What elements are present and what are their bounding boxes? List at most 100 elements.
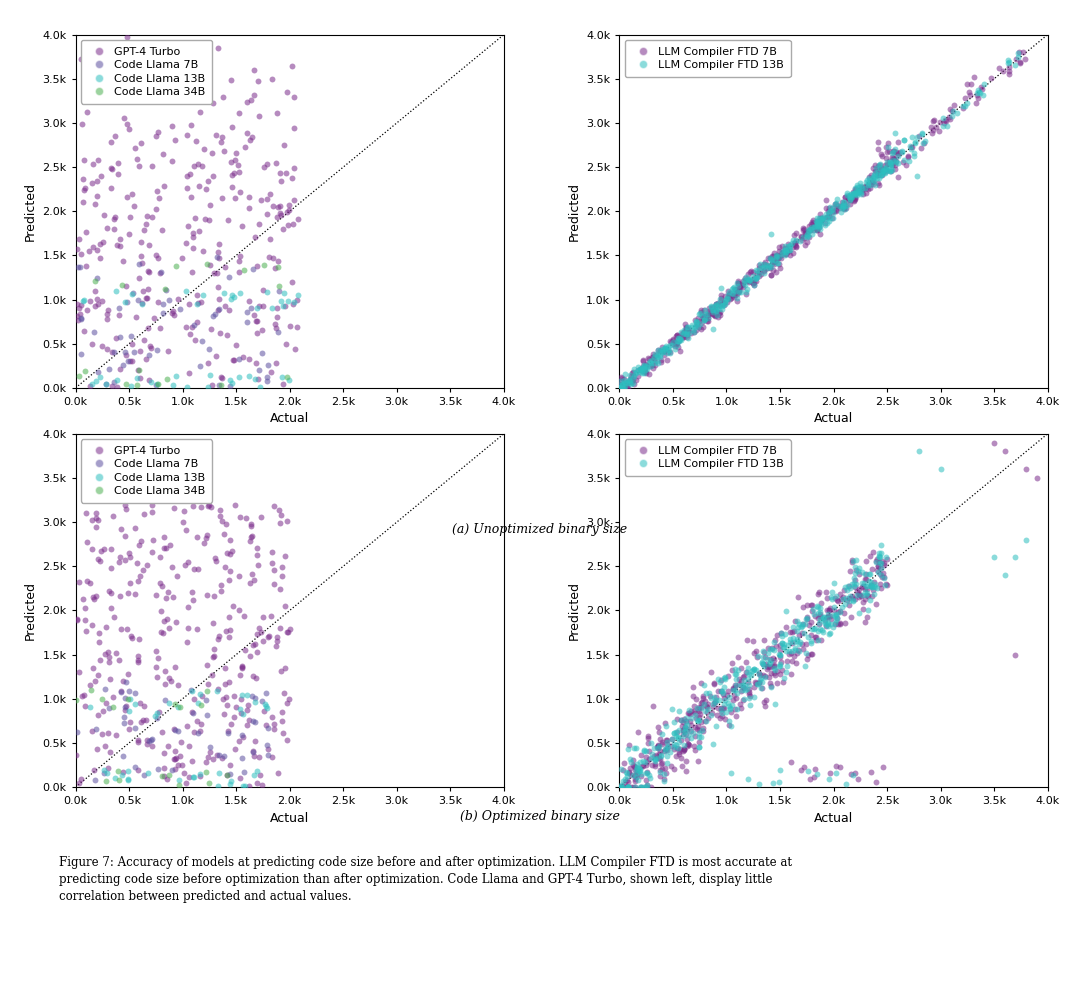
Point bbox=[678, 330, 696, 346]
Point bbox=[690, 729, 707, 744]
Point bbox=[785, 240, 802, 255]
Point bbox=[242, 92, 259, 108]
Point bbox=[902, 139, 919, 154]
Point bbox=[811, 216, 828, 232]
Point bbox=[910, 444, 928, 459]
Point bbox=[738, 664, 755, 680]
Point bbox=[839, 192, 856, 208]
Point bbox=[623, 365, 640, 381]
Point bbox=[279, 624, 296, 640]
Point bbox=[85, 325, 103, 341]
Point bbox=[109, 166, 126, 182]
Point bbox=[794, 637, 811, 652]
Point bbox=[199, 256, 216, 272]
Point bbox=[274, 376, 292, 392]
Point bbox=[669, 338, 686, 353]
Point bbox=[135, 698, 152, 714]
Point bbox=[631, 363, 648, 379]
Point bbox=[783, 643, 800, 658]
Point bbox=[804, 215, 821, 231]
Point bbox=[285, 294, 302, 310]
Point bbox=[257, 685, 274, 701]
Point bbox=[140, 264, 158, 280]
Point bbox=[827, 607, 845, 623]
Point bbox=[87, 373, 105, 389]
Point bbox=[84, 376, 102, 392]
Point bbox=[270, 278, 287, 294]
Point bbox=[747, 662, 765, 678]
Point bbox=[185, 769, 202, 785]
Point bbox=[117, 690, 134, 706]
Point bbox=[827, 606, 845, 622]
Point bbox=[821, 608, 838, 624]
Point bbox=[669, 711, 686, 727]
Point bbox=[861, 177, 878, 193]
Point bbox=[121, 691, 138, 707]
Point bbox=[737, 271, 754, 287]
Point bbox=[693, 722, 711, 738]
Point bbox=[764, 248, 781, 263]
Point bbox=[646, 741, 663, 756]
Point bbox=[704, 697, 721, 713]
Point bbox=[677, 319, 694, 335]
Point bbox=[910, 128, 928, 144]
Point bbox=[691, 725, 708, 741]
Point bbox=[875, 759, 892, 775]
Point bbox=[637, 358, 654, 374]
Point bbox=[700, 305, 717, 321]
Point bbox=[849, 183, 866, 199]
Point bbox=[68, 612, 85, 628]
Point bbox=[98, 307, 116, 323]
Point bbox=[771, 762, 788, 778]
Point bbox=[661, 345, 678, 360]
Point bbox=[811, 611, 828, 627]
Point bbox=[990, 59, 1008, 75]
Point bbox=[900, 148, 917, 164]
Point bbox=[852, 184, 869, 200]
Point bbox=[872, 560, 889, 576]
Point bbox=[863, 577, 880, 593]
Point bbox=[845, 578, 862, 594]
Point bbox=[714, 685, 731, 701]
Point bbox=[97, 376, 114, 392]
Point bbox=[880, 139, 897, 154]
Point bbox=[785, 631, 802, 646]
Point bbox=[248, 762, 266, 778]
Point bbox=[651, 349, 669, 365]
Point bbox=[766, 652, 783, 668]
Point bbox=[159, 84, 176, 100]
Point bbox=[171, 699, 188, 715]
Point bbox=[78, 573, 95, 589]
Point bbox=[694, 309, 712, 325]
Point bbox=[78, 224, 95, 240]
Point bbox=[818, 210, 835, 226]
Point bbox=[659, 734, 676, 749]
Point bbox=[692, 675, 710, 691]
Point bbox=[96, 765, 113, 781]
Point bbox=[833, 205, 850, 221]
Point bbox=[862, 577, 879, 593]
Point bbox=[729, 273, 746, 289]
Point bbox=[777, 246, 794, 261]
Point bbox=[714, 295, 731, 311]
Point bbox=[699, 307, 716, 323]
Point bbox=[240, 368, 257, 384]
Point bbox=[858, 578, 875, 594]
Point bbox=[833, 194, 850, 210]
Point bbox=[620, 779, 637, 795]
Point bbox=[124, 285, 141, 301]
Point bbox=[856, 571, 874, 587]
Point bbox=[170, 777, 187, 793]
Point bbox=[197, 211, 214, 227]
Point bbox=[83, 617, 100, 633]
Point bbox=[192, 768, 210, 784]
Point bbox=[1017, 532, 1035, 547]
Point bbox=[729, 648, 746, 664]
Point bbox=[675, 325, 692, 341]
Point bbox=[854, 578, 872, 594]
Point bbox=[214, 190, 231, 206]
Point bbox=[635, 742, 652, 758]
Point bbox=[633, 766, 650, 782]
Point bbox=[902, 138, 919, 153]
Point bbox=[802, 636, 820, 651]
